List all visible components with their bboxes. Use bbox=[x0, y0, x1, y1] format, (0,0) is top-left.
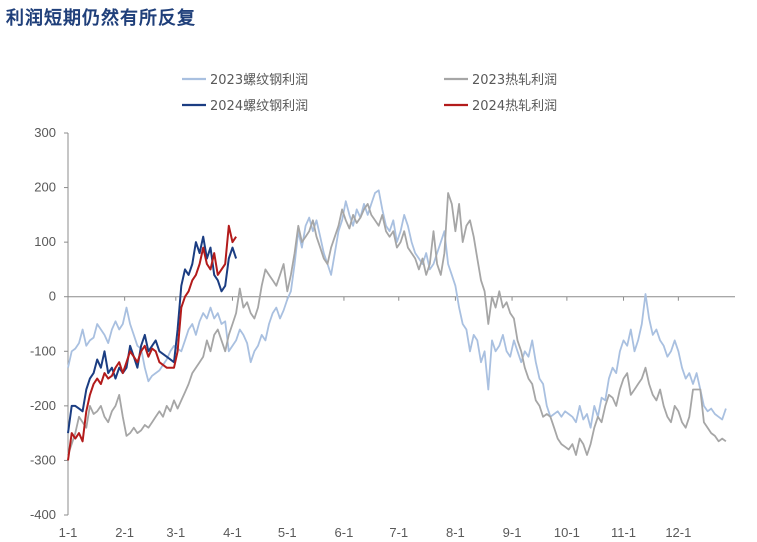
x-tick-label: 8-1 bbox=[446, 525, 465, 540]
y-tick-label: -100 bbox=[30, 343, 56, 358]
series-line-3 bbox=[67, 235, 238, 434]
x-tick-label: 12-1 bbox=[665, 525, 691, 540]
series-layer bbox=[67, 189, 727, 461]
legend-label: 2024热轧利润 bbox=[472, 99, 557, 114]
x-tick-label: 1-1 bbox=[59, 525, 78, 540]
y-tick-label: 0 bbox=[49, 289, 56, 304]
x-tick-label: 7-1 bbox=[389, 525, 408, 540]
y-tick-label: -200 bbox=[30, 398, 56, 413]
series-line-4 bbox=[67, 224, 237, 461]
y-tick-label: 100 bbox=[34, 234, 56, 249]
x-tick-label: 11-1 bbox=[611, 525, 636, 540]
x-tick-label: 10-1 bbox=[554, 525, 580, 540]
x-tick-label: 2-1 bbox=[115, 525, 134, 540]
y-tick-label: -400 bbox=[30, 507, 56, 522]
legend-label: 2023热轧利润 bbox=[472, 73, 557, 88]
chart-title: 利润短期仍然有所反复 bbox=[6, 8, 196, 29]
legend-label: 2023螺纹钢利润 bbox=[210, 73, 308, 88]
x-tick-label: 3-1 bbox=[166, 525, 185, 540]
x-tick-label: 6-1 bbox=[335, 525, 354, 540]
y-tick-label: 300 bbox=[34, 125, 56, 140]
x-tick-label: 5-1 bbox=[278, 525, 297, 540]
y-tick-label: 200 bbox=[34, 180, 56, 195]
series-line-2 bbox=[67, 192, 727, 456]
legend-label: 2024螺纹钢利润 bbox=[210, 99, 308, 114]
y-tick-label: -300 bbox=[30, 452, 56, 467]
x-tick-label: 4-1 bbox=[223, 525, 242, 540]
legend: 2023螺纹钢利润 2023热轧利润 2024螺纹钢利润 2024热轧利润 bbox=[182, 73, 557, 114]
series-line-1 bbox=[67, 189, 727, 429]
x-tick-label: 9-1 bbox=[503, 525, 522, 540]
